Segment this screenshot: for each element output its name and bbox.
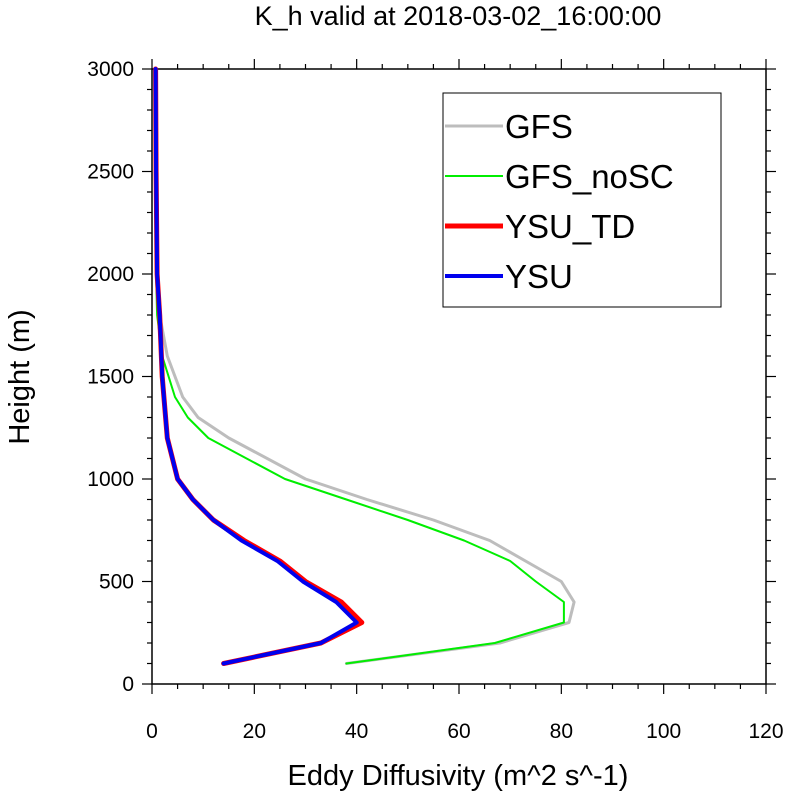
x-tick-label: 0 [146, 720, 158, 743]
legend: GFS GFS_noSC YSU_TD YSU [442, 92, 722, 308]
y-tick-label: 1500 [87, 366, 134, 389]
tick-labels: 0 20 40 60 80 100 120 0 500 1000 1500 2000 2500 3000 [87, 58, 783, 743]
legend-box [442, 92, 722, 308]
x-tick-label: 120 [748, 720, 783, 743]
x-tick-label: 80 [550, 720, 573, 743]
legend-label: GFS [505, 108, 573, 145]
x-tick-label: 40 [345, 720, 368, 743]
legend-label: YSU [505, 258, 573, 295]
y-tick-label: 2000 [87, 263, 134, 286]
y-tick-label: 3000 [87, 58, 134, 81]
series-line-ysu [153, 67, 359, 666]
x-tick-label: 100 [646, 720, 681, 743]
legend-label: GFS_noSC [505, 158, 674, 195]
y-tick-label: 0 [122, 673, 134, 696]
y-axis-title: Height (m) [4, 309, 36, 444]
tick-marks [142, 59, 776, 694]
chart-title: K_h valid at 2018-03-02_16:00:00 [255, 1, 662, 31]
x-axis-title: Eddy Diffusivity (m^2 s^-1) [288, 760, 629, 792]
y-tick-label: 1000 [87, 468, 134, 491]
series-line-ysu-td [153, 66, 365, 666]
y-tick-label: 2500 [87, 161, 134, 184]
x-tick-label: 20 [243, 720, 266, 743]
x-tick-label: 60 [447, 720, 470, 743]
y-tick-label: 500 [99, 571, 134, 594]
series-lines [153, 66, 576, 666]
legend-label: YSU_TD [505, 208, 635, 245]
